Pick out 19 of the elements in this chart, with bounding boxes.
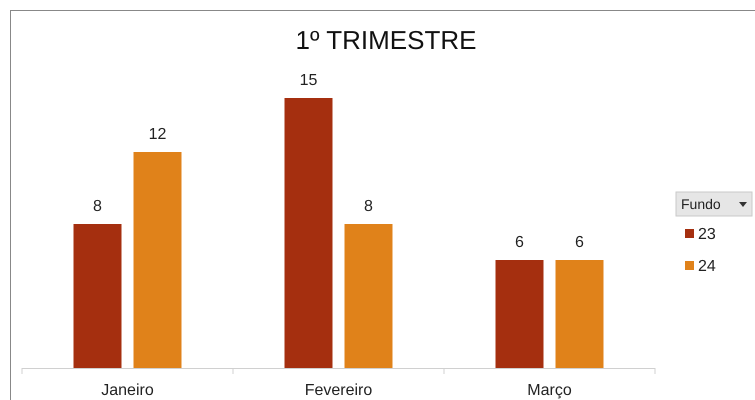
data-label: 15 [300,72,318,89]
data-label: 6 [575,234,584,251]
x-tick-label: Fevereiro [304,382,372,399]
data-label: 6 [515,234,524,251]
x-tick-label: Março [527,382,572,399]
legend-title: Fundo [681,196,721,212]
chart-title: 1º TRIMESTRE [296,25,476,55]
bar [74,224,122,368]
bar [496,260,544,368]
legend-label: 23 [698,226,716,243]
data-label: 8 [364,198,374,215]
data-label: 8 [93,198,102,215]
bar [134,152,182,368]
bar [344,224,392,368]
legend-label: 24 [698,258,716,275]
bar [284,98,332,368]
bar [556,260,604,368]
data-label: 12 [148,126,166,143]
x-tick-label: Janeiro [101,382,154,399]
